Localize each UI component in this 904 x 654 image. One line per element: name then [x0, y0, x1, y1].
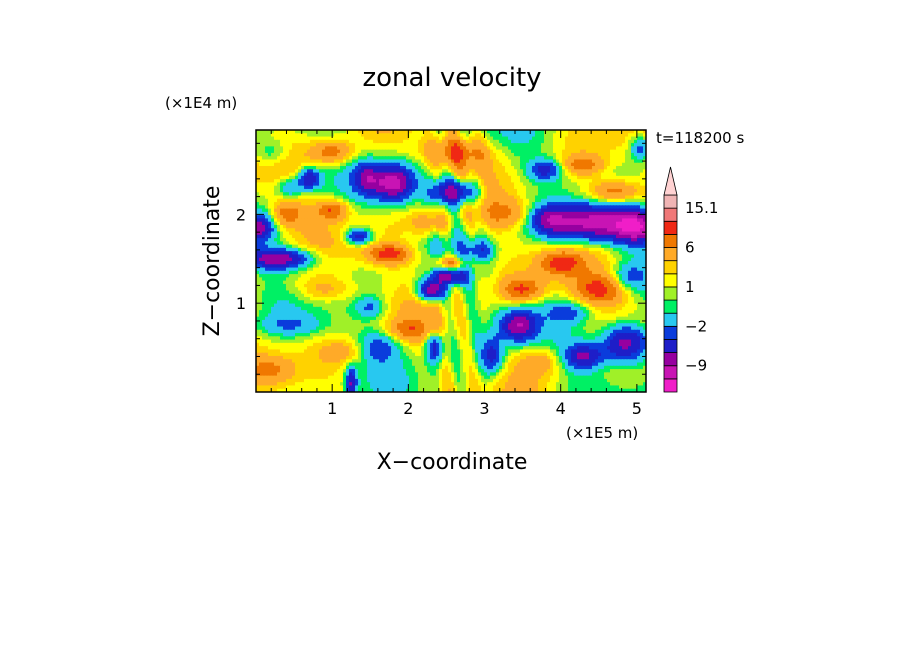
colorbar-band	[663, 352, 678, 367]
x-axis: 1 2 3 4 5	[255, 130, 642, 418]
colorbar-band	[663, 233, 678, 248]
x-tick-label: 1	[327, 399, 337, 418]
y-axis-label: Z−coordinate	[200, 186, 225, 337]
colorbar-band	[663, 378, 678, 393]
colorbar-label: 6	[685, 239, 695, 257]
y-tick-label: 1	[236, 294, 246, 313]
chart-title: zonal velocity	[362, 63, 541, 93]
y-scale-label: (×1E4 m)	[165, 94, 237, 112]
x-tick-label: 4	[556, 399, 566, 418]
colorbar-label: −9	[685, 357, 707, 375]
x-tick-label: 2	[403, 399, 413, 418]
y-tick-label: 2	[236, 205, 246, 224]
colorbar-band	[663, 365, 678, 380]
x-tick-label: 5	[632, 399, 642, 418]
colorbar-band	[663, 325, 678, 340]
colorbar: 15.1 6 1 −2 −9	[663, 166, 718, 393]
colorbar-label: 1	[685, 278, 695, 296]
x-scale-label: (×1E5 m)	[566, 424, 638, 442]
colorbar-band	[663, 220, 678, 235]
colorbar-band	[663, 247, 678, 262]
plot-frame	[255, 129, 647, 393]
colorbar-band	[663, 299, 678, 314]
y-axis: 12	[236, 142, 646, 375]
x-axis-label: X−coordinate	[377, 450, 528, 475]
colorbar-band	[663, 260, 678, 275]
colorbar-band	[663, 339, 678, 354]
plot-area	[255, 129, 647, 393]
heatmap-cells	[256, 130, 646, 392]
colorbar-extend-arrow	[663, 166, 678, 196]
colorbar-label: 15.1	[685, 199, 718, 217]
time-label: t=118200 s	[656, 129, 744, 147]
x-tick-label: 3	[479, 399, 489, 418]
colorbar-label: −2	[685, 317, 707, 335]
colorbar-band	[663, 286, 678, 301]
colorbar-band	[663, 207, 678, 222]
colorbar-band	[663, 273, 678, 288]
colorbar-band	[663, 312, 678, 327]
colorbar-band	[663, 194, 678, 209]
